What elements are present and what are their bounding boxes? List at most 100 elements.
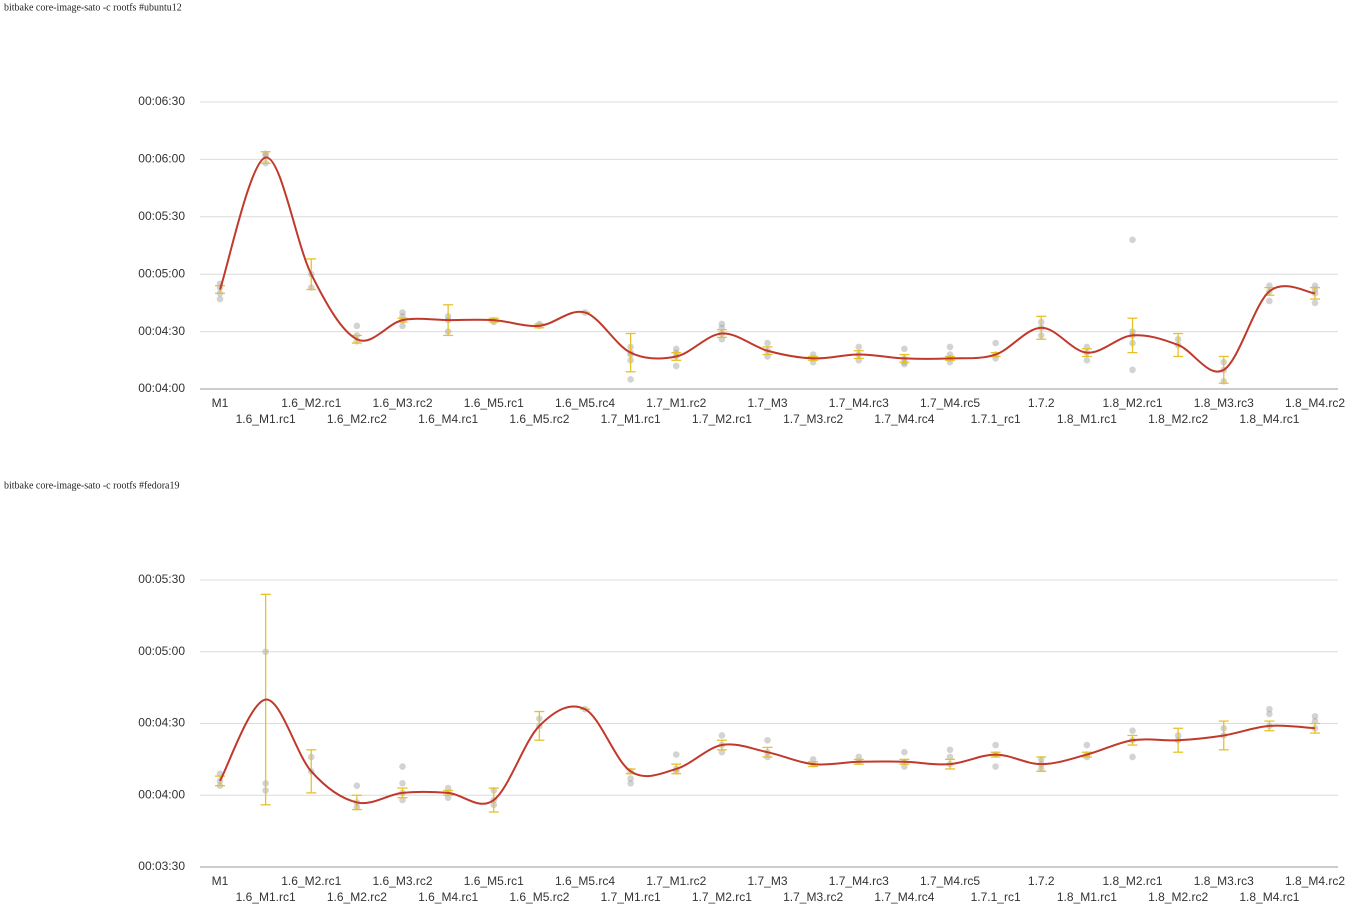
sample-point (1311, 299, 1319, 307)
sample-point (399, 763, 406, 770)
x-tick-label: M1 (212, 396, 229, 410)
y-tick-label: 00:04:00 (138, 381, 185, 395)
x-tick-label: 1.7.1_rc1 (971, 412, 1021, 426)
sample-point (399, 309, 406, 316)
sample-point (627, 376, 634, 383)
sample-point (1083, 741, 1091, 749)
sample-point (764, 339, 771, 347)
chart-title: bitbake core-image-sato -c rootfs #fedor… (4, 480, 179, 491)
sample-point (992, 763, 999, 770)
x-tick-label: 1.7_M4.rc4 (874, 412, 934, 426)
sample-point (1129, 236, 1136, 244)
x-tick-label: 1.7.2 (1028, 396, 1055, 410)
x-tick-label: 1.7.2 (1028, 874, 1055, 888)
sample-point (992, 741, 999, 749)
x-tick-label: 1.6_M5.rc4 (555, 874, 615, 888)
x-tick-label: 1.8_M4.rc1 (1239, 890, 1299, 904)
x-tick-label: 1.6_M4.rc1 (418, 412, 478, 426)
sample-point (718, 748, 726, 756)
sample-point (1266, 710, 1273, 718)
x-tick-label: 1.7_M1.rc2 (646, 874, 706, 888)
y-tick-label: 00:05:30 (138, 209, 185, 223)
x-tick-label: 1.7_M4.rc4 (874, 890, 934, 904)
sample-point (627, 779, 634, 787)
sample-point (216, 295, 224, 303)
x-tick-label: 1.6_M4.rc1 (418, 890, 478, 904)
x-tick-label: 1.8_M3.rc3 (1194, 874, 1254, 888)
sample-point (855, 753, 863, 761)
x-tick-label: 1.7_M4.rc3 (829, 874, 889, 888)
sample-point (946, 753, 954, 761)
sample-point (399, 322, 406, 330)
x-tick-label: 1.8_M4.rc2 (1285, 396, 1345, 410)
x-tick-label: 1.6_M3.rc2 (372, 396, 432, 410)
x-tick-label: 1.6_M5.rc1 (464, 396, 524, 410)
x-tick-label: 1.7_M3 (747, 874, 787, 888)
x-tick-label: 1.8_M2.rc2 (1148, 412, 1208, 426)
x-tick-label: 1.8_M4.rc1 (1239, 412, 1299, 426)
chart: bitbake core-image-sato -c rootfs #ubunt… (4, 2, 1345, 426)
x-tick-label: 1.7_M2.rc1 (692, 412, 752, 426)
x-tick-label: 1.7_M4.rc5 (920, 874, 980, 888)
sample-point (672, 345, 680, 353)
chart-title: bitbake core-image-sato -c rootfs #ubunt… (4, 2, 182, 13)
sample-point (1083, 357, 1091, 364)
sample-point (992, 339, 999, 347)
y-tick-label: 00:05:00 (138, 266, 185, 280)
sample-point (1129, 753, 1136, 761)
sample-point (855, 343, 863, 351)
sample-point (353, 782, 361, 789)
sample-point (672, 751, 680, 758)
sample-point (809, 756, 817, 763)
sample-point (444, 794, 452, 801)
mean-line (219, 698, 1316, 805)
x-tick-label: 1.6_M3.rc2 (372, 874, 432, 888)
y-tick-label: 00:06:00 (138, 152, 185, 166)
x-tick-label: 1.7_M2.rc1 (692, 890, 752, 904)
sample-point (399, 796, 406, 804)
y-tick-label: 00:04:00 (138, 787, 185, 801)
x-tick-label: 1.7.1_rc1 (971, 890, 1021, 904)
chart: bitbake core-image-sato -c rootfs #fedor… (4, 480, 1345, 904)
x-tick-label: 1.7_M4.rc3 (829, 396, 889, 410)
sample-point (399, 779, 406, 787)
sample-point (1129, 727, 1136, 734)
sample-point (946, 746, 954, 754)
sample-point (1266, 297, 1273, 305)
sample-point (627, 775, 634, 782)
sample-point (901, 748, 908, 756)
y-tick-label: 00:04:30 (138, 324, 185, 338)
mean-line (219, 156, 1316, 373)
x-tick-label: 1.7_M1.rc2 (646, 396, 706, 410)
x-tick-label: 1.6_M5.rc2 (509, 890, 569, 904)
x-tick-label: 1.8_M2.rc1 (1102, 874, 1162, 888)
sample-point (1266, 705, 1273, 713)
x-tick-label: 1.8_M2.rc1 (1102, 396, 1162, 410)
x-tick-label: 1.8_M4.rc2 (1285, 874, 1345, 888)
x-tick-label: 1.6_M2.rc2 (327, 890, 387, 904)
y-tick-label: 00:05:00 (138, 644, 185, 658)
x-tick-label: 1.6_M1.rc1 (236, 890, 296, 904)
x-tick-label: 1.6_M5.rc4 (555, 396, 615, 410)
sample-point (444, 784, 452, 792)
sample-point (718, 320, 726, 328)
x-tick-label: 1.6_M5.rc1 (464, 874, 524, 888)
x-tick-label: 1.7_M1.rc1 (601, 412, 661, 426)
sample-point (1311, 717, 1319, 725)
sample-point (901, 763, 908, 770)
sample-point (1311, 713, 1319, 720)
y-tick-label: 00:05:30 (138, 572, 185, 586)
y-tick-label: 00:06:30 (138, 94, 185, 108)
x-tick-label: 1.8_M3.rc3 (1194, 396, 1254, 410)
y-tick-label: 00:03:30 (138, 859, 185, 873)
x-tick-label: 1.7_M3 (747, 396, 787, 410)
x-tick-label: M1 (212, 874, 229, 888)
sample-point (764, 736, 771, 744)
x-tick-label: 1.7_M4.rc5 (920, 396, 980, 410)
sample-point (1129, 366, 1136, 374)
x-tick-label: 1.7_M1.rc1 (601, 890, 661, 904)
x-tick-label: 1.7_M3.rc2 (783, 412, 843, 426)
x-tick-label: 1.6_M5.rc2 (509, 412, 569, 426)
x-tick-label: 1.6_M2.rc1 (281, 396, 341, 410)
